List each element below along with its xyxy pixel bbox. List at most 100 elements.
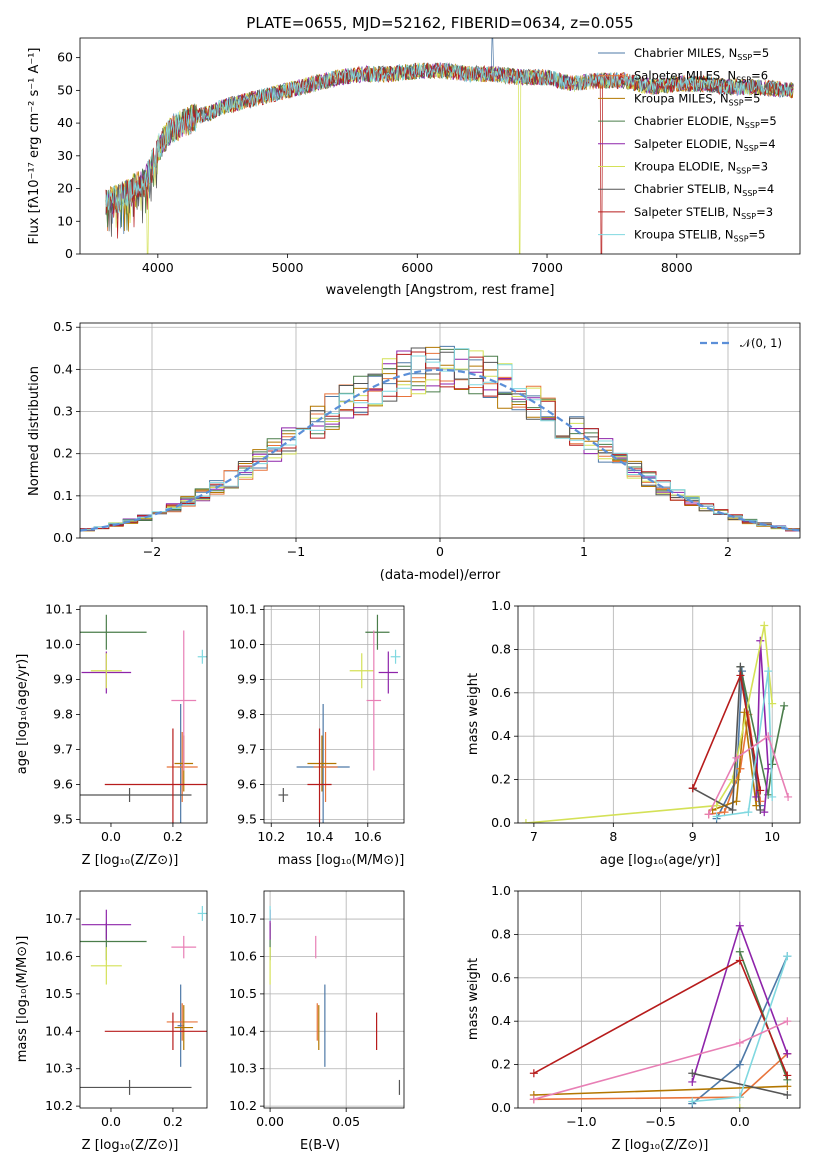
weight-marker [735, 956, 744, 965]
panel-0: 4000 5000 6000 7000 8000 0 10 20 30 40 50 60 [57, 38, 794, 275]
weightZ-ylabel: mass weight [466, 958, 481, 1040]
weight-marker [712, 812, 721, 821]
massZ-xlabel: Z [log₁₀(Z/Z⊙)] [82, 1138, 179, 1153]
ageZ-ylabel: age [log₁₀(age/yr)] [15, 654, 30, 775]
normal-curve [79, 368, 801, 532]
x-tick-label: 0.0 [101, 829, 121, 844]
y-tick-label: 9.9 [237, 672, 257, 687]
weight-marker [704, 810, 713, 819]
weight-marker [783, 1049, 792, 1058]
panel-frame [79, 322, 801, 539]
weight-line [739, 951, 789, 1081]
y-tick-label: 0.5 [53, 319, 73, 334]
residual-ylabel: Normed distribution [27, 366, 42, 496]
y-tick-label: 0.4 [491, 728, 511, 743]
weight-marker [735, 947, 744, 956]
panel-frame [517, 890, 801, 1109]
y-tick-label: 30 [57, 148, 73, 163]
x-tick-label: −1 [287, 544, 305, 559]
panel-frame [263, 605, 405, 824]
x-tick-label: 0.0 [101, 1114, 121, 1129]
x-tick-label: 0.05 [332, 1114, 360, 1129]
x-tick-label: 0 [436, 544, 444, 559]
y-tick-label: 10.1 [45, 602, 73, 617]
weight-marker [756, 797, 765, 806]
weight-marker [735, 1104, 744, 1108]
y-tick-label: 9.9 [53, 672, 73, 687]
weight-marker [764, 667, 773, 676]
weight-marker [735, 921, 744, 930]
weight-marker [783, 1017, 792, 1026]
weight-marker [768, 792, 777, 801]
legend-label: Salpeter MILES, NSSP=6 [634, 69, 768, 85]
weight-marker [764, 732, 773, 741]
weight-marker [783, 1090, 792, 1099]
y-tick-label: 10.5 [229, 986, 257, 1001]
residual-xlabel: (data-model)/error [380, 568, 501, 583]
x-tick-label: 10.4 [306, 829, 334, 844]
weight-line [525, 625, 773, 823]
agemass-xlabel: mass [log₁₀(M/M⊙)] [278, 853, 405, 868]
legend-label: Kroupa STELIB, NSSP=5 [634, 228, 765, 244]
x-tick-label: 6000 [401, 260, 433, 275]
weight-line [692, 1072, 788, 1096]
y-tick-label: 9.6 [53, 777, 73, 792]
y-tick-label: 9.7 [53, 742, 73, 757]
y-tick-label: 1.0 [491, 883, 511, 898]
panel-2: 0.0 0.2 9.5 9.6 9.7 9.8 9.9 10.0 10.1 [45, 602, 207, 844]
weight-line [692, 666, 762, 812]
y-tick-label: 0.1 [53, 488, 73, 503]
weight-marker [780, 701, 789, 710]
y-tick-label: 10.4 [229, 1023, 257, 1038]
spectrum-legend: Chabrier MILES, NSSP=5 Salpeter MILES, NS… [598, 46, 777, 244]
weight-marker [760, 621, 769, 630]
y-tick-label: 0.2 [491, 1057, 511, 1072]
weight-marker [735, 1093, 744, 1102]
x-tick-label: 5000 [272, 260, 304, 275]
x-tick-label: 0.2 [163, 1114, 183, 1129]
spectrum-ylabel: Flux [fλ10⁻¹⁷ erg cm⁻² s⁻¹ A⁻¹] [27, 48, 42, 245]
y-tick-label: 20 [57, 181, 73, 196]
y-tick-label: 10.3 [229, 1061, 257, 1076]
x-tick-label: 8000 [661, 260, 693, 275]
y-tick-label: 40 [57, 115, 73, 130]
y-tick-label: 10.7 [45, 911, 73, 926]
y-tick-label: 10.5 [45, 986, 73, 1001]
weight-marker [712, 801, 721, 810]
weight-marker [735, 1038, 744, 1047]
panel-frame [517, 605, 801, 824]
y-tick-label: 50 [57, 82, 73, 97]
x-tick-label: 2 [724, 544, 732, 559]
y-tick-label: 10.2 [229, 1098, 257, 1113]
spectrum-xlabel: wavelength [Angstrom, rest frame] [326, 283, 555, 298]
y-tick-label: 9.8 [53, 707, 73, 722]
legend-label: Chabrier ELODIE, NSSP=5 [634, 114, 777, 130]
y-tick-label: 0.6 [491, 970, 511, 985]
weight-marker [529, 1095, 538, 1104]
y-tick-label: 0.2 [53, 446, 73, 461]
massZ-ylabel: mass [log₁₀(M/M⊙)] [15, 936, 30, 1063]
y-tick-label: 0.2 [491, 772, 511, 787]
y-tick-label: 10.3 [45, 1061, 73, 1076]
weight-marker [688, 784, 697, 793]
legend-label: Salpeter ELODIE, NSSP=4 [634, 137, 776, 153]
weight-line [739, 666, 785, 795]
legend-label: Chabrier STELIB, NSSP=4 [634, 182, 774, 198]
y-tick-label: 0.3 [53, 404, 73, 419]
y-tick-label: 0.0 [491, 815, 511, 830]
legend-label: 𝒩(0, 1) [740, 336, 782, 350]
x-tick-label: 9 [689, 829, 697, 844]
panel-4: 7 8 9 10 0.0 0.2 0.4 0.6 0.8 1.0 [491, 598, 800, 844]
spectrum-line [105, 62, 794, 213]
y-tick-label: 10 [57, 213, 73, 228]
weight-marker [728, 775, 737, 784]
x-tick-label: −0.5 [645, 1114, 675, 1129]
x-tick-label: −2 [143, 544, 161, 559]
panel-frame [79, 37, 801, 255]
y-tick-label: 0.6 [491, 685, 511, 700]
panel-5: 0.0 0.2 10.2 10.3 10.4 10.5 10.6 10.7 [45, 905, 207, 1129]
panel-6: 0.00 0.05 10.2 10.3 10.4 10.5 10.6 10.7 [229, 891, 404, 1129]
weight-marker [760, 808, 769, 817]
weight-line [533, 1085, 788, 1096]
y-tick-label: 10.4 [45, 1023, 73, 1038]
